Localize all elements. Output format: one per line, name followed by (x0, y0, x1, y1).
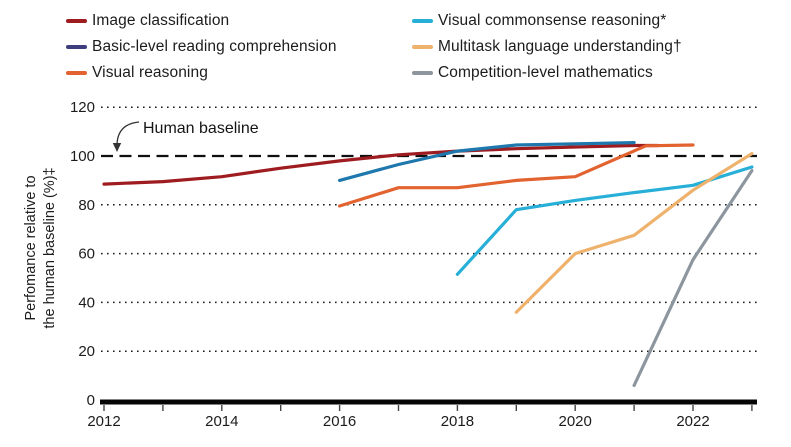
y-axis-label: Perfomance relative to the human baselin… (22, 127, 60, 369)
x-tick-label-2020: 2020 (559, 413, 592, 430)
legend-label: Basic-level reading comprehension (92, 38, 337, 55)
y-tick-label-100: 100 (70, 148, 95, 165)
y-tick-label-80: 80 (78, 197, 95, 214)
series-line-image-classification (102, 143, 660, 186)
y-tick-label-20: 20 (78, 343, 95, 360)
chart-legend: Image classification Basic-level reading … (0, 6, 791, 92)
y-tick-label-60: 60 (78, 246, 95, 263)
y-tick-label-40: 40 (78, 294, 95, 311)
x-tick-label-2012: 2012 (87, 413, 120, 430)
series-line-basic-level-reading-comprehension (338, 141, 636, 182)
legend-swatch-icon (412, 45, 433, 49)
legend-label: Image classification (92, 12, 230, 29)
x-tick-label-2018: 2018 (441, 413, 474, 430)
y-tick-label-120: 120 (70, 99, 95, 116)
legend-swatch-icon (66, 45, 87, 49)
y-axis-label-line2: the human baseline (%)‡ (41, 167, 58, 329)
annotation-arrowhead-icon (112, 143, 122, 152)
y-tick-label-0: 0 (87, 392, 95, 409)
legend-item-basic-level-reading-comprehension: Basic-level reading comprehension (66, 34, 337, 60)
legend-item-image-classification: Image classification (66, 8, 337, 34)
legend-swatch-icon (66, 19, 87, 23)
legend-swatch-icon (412, 71, 433, 75)
legend-item-visual-reasoning: Visual reasoning (66, 60, 337, 86)
x-tick-label-2022: 2022 (676, 413, 709, 430)
legend-column-2: Visual commonsense reasoning* Multitask l… (412, 8, 682, 86)
human-baseline-annotation: Human baseline (143, 120, 259, 137)
legend-swatch-icon (412, 19, 433, 23)
legend-label: Visual commonsense reasoning* (438, 12, 667, 29)
legend-item-multitask-language-understanding: Multitask language understanding† (412, 34, 682, 60)
legend-column-1: Image classification Basic-level reading … (66, 8, 337, 86)
series-line-visual-reasoning (338, 143, 695, 208)
legend-swatch-icon (66, 71, 87, 75)
y-axis-label-line1: Perfomance relative to (23, 175, 39, 321)
legend-item-competition-level-mathematics: Competition-level mathematics (412, 60, 682, 86)
x-tick-label-2016: 2016 (323, 413, 356, 430)
x-tick-label-2014: 2014 (205, 413, 238, 430)
legend-item-visual-commonsense-reasoning: Visual commonsense reasoning* (412, 8, 682, 34)
legend-label: Multitask language understanding† (438, 38, 682, 55)
annotation-arrow (116, 121, 140, 145)
series-line-competition-level-mathematics (632, 169, 754, 387)
legend-label: Competition-level mathematics (438, 64, 653, 81)
legend-label: Visual reasoning (92, 64, 208, 81)
series-line-multitask-language-understanding (514, 152, 754, 314)
